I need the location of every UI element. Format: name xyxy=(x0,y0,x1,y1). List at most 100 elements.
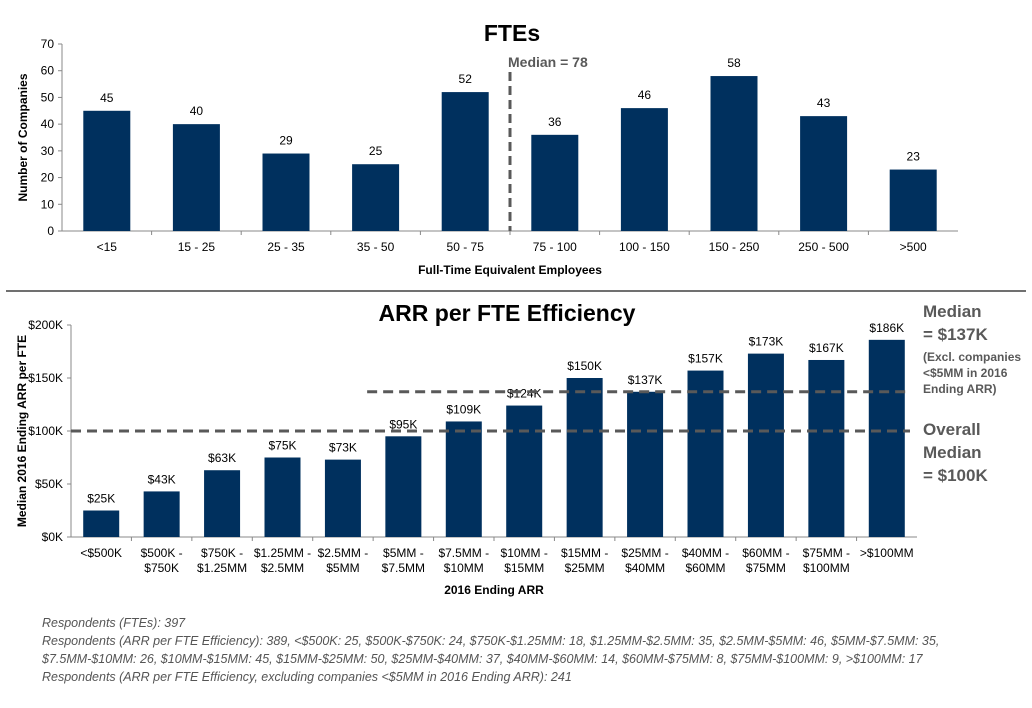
fte-x-axis-title: Full-Time Equivalent Employees xyxy=(418,263,602,277)
arr-category-label-line: $7.5MM xyxy=(382,561,425,575)
arr-category-label-line: $15MM xyxy=(504,561,544,575)
arr-data-label: $167K xyxy=(809,341,844,355)
arr-bar xyxy=(324,459,361,537)
arr-median-100-label-line: Overall xyxy=(923,420,981,439)
arr-category-label-line: $7.5MM - xyxy=(438,546,489,560)
fte-category-label: 150 - 250 xyxy=(709,240,760,254)
arr-category-label-line: $40MM xyxy=(625,561,665,575)
fte-data-label: 52 xyxy=(459,72,473,86)
arr-category-label: $7.5MM -$10MM xyxy=(438,546,489,575)
arr-category-label: $15MM -$25MM xyxy=(561,546,608,575)
fte-bar xyxy=(441,92,489,231)
fte-y-axis-title: Number of Companies xyxy=(16,73,30,201)
arr-category-label-line: $5MM - xyxy=(383,546,424,560)
arr-bar xyxy=(143,491,180,537)
arr-bar xyxy=(687,370,724,537)
fte-data-label: 23 xyxy=(907,150,921,164)
fte-chart-title: FTEs xyxy=(484,20,540,46)
arr-bar xyxy=(506,405,543,537)
fte-bar xyxy=(172,124,220,231)
arr-data-label: $109K xyxy=(446,402,481,416)
arr-y-tick-label: $100K xyxy=(28,424,63,438)
fte-data-label: 43 xyxy=(817,96,831,110)
fte-bar xyxy=(531,134,579,231)
fte-bar xyxy=(620,108,668,231)
fte-bar xyxy=(889,169,937,231)
arr-category-label-line: $500K - xyxy=(141,546,183,560)
arr-category-label-line: $750K xyxy=(144,561,179,575)
arr-category-label-line: $15MM - xyxy=(561,546,608,560)
arr-category-label: $60MM -$75MM xyxy=(742,546,789,575)
fte-y-tick-label: 10 xyxy=(41,197,55,211)
fte-data-label: 58 xyxy=(727,56,741,70)
arr-category-label-line: $100MM xyxy=(803,561,850,575)
arr-data-label: $137K xyxy=(628,373,663,387)
arr-y-tick-label: $200K xyxy=(28,318,63,332)
arr-bar xyxy=(747,353,784,537)
arr-data-label: $157K xyxy=(688,352,723,366)
arr-category-label: $40MM -$60MM xyxy=(682,546,729,575)
arr-data-label: $75K xyxy=(268,439,296,453)
fte-data-label: 25 xyxy=(369,144,383,158)
arr-median-137-label: Median = $137K xyxy=(923,302,988,344)
fte-bar xyxy=(83,110,131,231)
fte-data-label: 29 xyxy=(279,134,293,148)
footnotes: Respondents (FTEs): 397 Respondents (ARR… xyxy=(42,614,1027,686)
arr-category-label-line: $10MM - xyxy=(501,546,548,560)
arr-category-label: $500K -$750K xyxy=(141,546,183,575)
arr-category-label-line: >$100MM xyxy=(860,546,914,560)
arr-bar xyxy=(566,378,603,537)
fte-category-label: 250 - 500 xyxy=(798,240,849,254)
arr-bar xyxy=(808,359,845,537)
arr-bar xyxy=(204,470,241,537)
fte-data-label: 46 xyxy=(638,88,652,102)
fte-category-label: 50 - 75 xyxy=(447,240,485,254)
fte-category-label: >500 xyxy=(900,240,927,254)
arr-median-137-note-line: <$5MM in 2016 xyxy=(923,366,1008,380)
arr-bar xyxy=(627,391,664,537)
fte-category-label: 15 - 25 xyxy=(178,240,216,254)
arr-y-tick-label: $50K xyxy=(35,477,63,491)
arr-category-label: $25MM -$40MM xyxy=(621,546,668,575)
fte-bar xyxy=(710,76,758,231)
arr-category-label-line: $25MM xyxy=(565,561,605,575)
arr-category-label: $5MM -$7.5MM xyxy=(382,546,425,575)
arr-category-label: $750K -$1.25MM xyxy=(197,546,247,575)
arr-category-label: >$100MM xyxy=(860,546,914,560)
arr-category-label-line: $2.5MM - xyxy=(318,546,369,560)
footnote-arr-respondents-cont: $7.5MM-$10MM: 26, $10MM-$15MM: 45, $15MM… xyxy=(42,652,923,666)
arr-y-axis-title: Median 2016 Ending ARR per FTE xyxy=(15,335,29,527)
arr-bar xyxy=(445,421,482,537)
arr-median-137-note-line: Ending ARR) xyxy=(923,382,997,396)
fte-data-label: 40 xyxy=(190,104,204,118)
arr-data-label: $95K xyxy=(389,417,417,431)
arr-data-label: $25K xyxy=(87,492,115,506)
fte-category-label: 35 - 50 xyxy=(357,240,395,254)
arr-category-label-line: $60MM xyxy=(685,561,725,575)
arr-y-tick-label: $150K xyxy=(28,371,63,385)
arr-median-137-note: (Excl. companies <$5MM in 2016 Ending ARR) xyxy=(923,350,1021,396)
arr-category-label: $1.25MM -$2.5MM xyxy=(254,546,311,575)
arr-bar xyxy=(385,436,422,537)
fte-bar xyxy=(800,116,848,231)
arr-median-137-label-line: Median xyxy=(923,302,982,321)
arr-bar xyxy=(264,457,301,537)
fte-data-label: 45 xyxy=(100,91,114,105)
arr-category-label-line: $40MM - xyxy=(682,546,729,560)
arr-category-label-line: $75MM xyxy=(746,561,786,575)
fte-y-tick-label: 0 xyxy=(47,224,54,238)
arr-median-100-label: Overall Median = $100K xyxy=(923,420,988,485)
arr-category-label-line: $5MM xyxy=(326,561,359,575)
fte-y-tick-label: 30 xyxy=(41,144,55,158)
fte-data-label: 36 xyxy=(548,115,562,129)
fte-bar xyxy=(352,164,400,231)
fte-y-tick-label: 70 xyxy=(41,37,55,51)
arr-data-label: $73K xyxy=(329,441,357,455)
fte-category-label: 25 - 35 xyxy=(267,240,305,254)
fte-median-label: Median = 78 xyxy=(508,54,588,70)
arr-category-label-line: $2.5MM xyxy=(261,561,304,575)
arr-bar xyxy=(83,510,120,537)
fte-y-tick-label: 40 xyxy=(41,117,55,131)
footnote-fte-respondents: Respondents (FTEs): 397 xyxy=(42,616,186,630)
arr-median-137-note-line: (Excl. companies xyxy=(923,350,1021,364)
